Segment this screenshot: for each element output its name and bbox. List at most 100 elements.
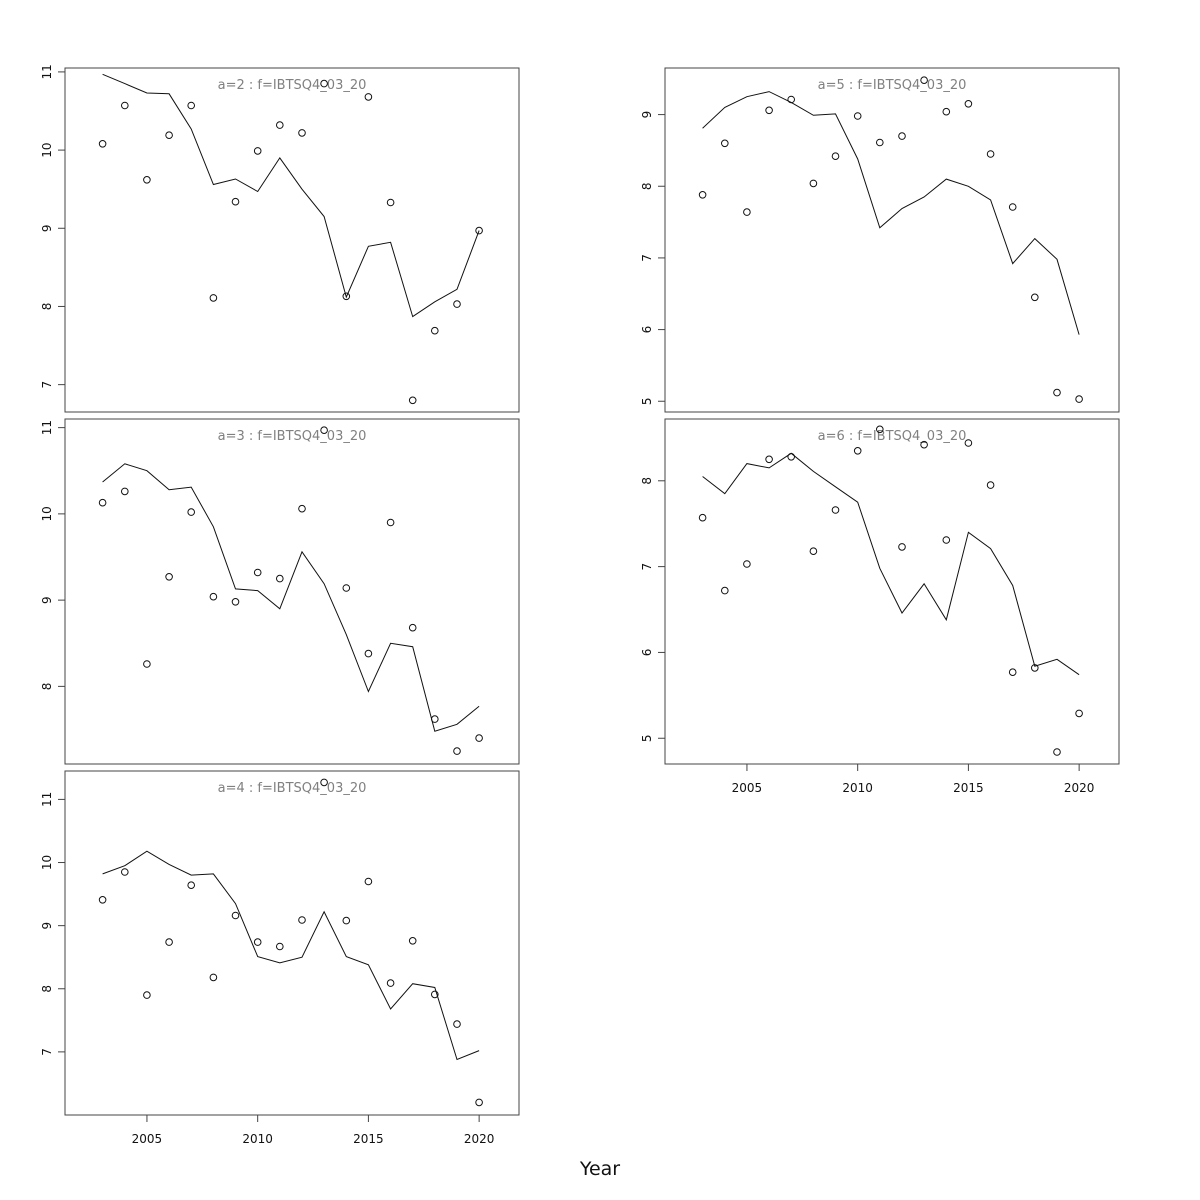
y-tick-label: 7 <box>40 381 54 389</box>
observed-point <box>165 938 173 946</box>
observed-point <box>920 76 928 84</box>
observed-point <box>787 453 796 461</box>
y-tick-label: 9 <box>640 111 654 119</box>
observed-point <box>276 574 284 583</box>
observed-point <box>408 396 417 405</box>
observed-point <box>253 568 262 577</box>
y-tick-label: 7 <box>40 1048 54 1056</box>
y-tick-label: 10 <box>40 142 54 157</box>
observed-point <box>809 547 818 556</box>
fitted-line <box>702 452 1080 676</box>
x-tick-label: 2005 <box>732 781 763 795</box>
observed-point <box>253 147 262 155</box>
observed-point <box>1031 664 1039 672</box>
y-tick-label: 11 <box>40 792 54 807</box>
x-tick-label: 2015 <box>353 1132 384 1146</box>
observed-point <box>831 152 840 160</box>
y-tick-label: 6 <box>640 649 654 657</box>
observed-point <box>320 79 328 88</box>
y-tick-label: 7 <box>640 254 654 262</box>
observed-point <box>1075 709 1083 718</box>
panel-title: a=4 : f=IBTSQ4_03_20 <box>218 781 367 796</box>
observed-point <box>364 649 373 658</box>
observed-point <box>743 560 751 568</box>
observed-point <box>942 107 951 116</box>
observed-point <box>1075 395 1083 403</box>
observed-point <box>475 226 483 235</box>
observed-point <box>386 518 395 527</box>
observed-point <box>364 877 373 886</box>
panel-frame <box>64 67 520 413</box>
observed-point <box>898 543 906 551</box>
observed-point <box>386 979 395 987</box>
observed-point <box>342 292 351 301</box>
observed-point <box>453 300 461 308</box>
observed-point <box>408 623 417 632</box>
y-tick-label: 9 <box>40 224 54 232</box>
observed-point <box>276 942 284 951</box>
observed-point <box>876 425 884 434</box>
observed-point <box>187 101 195 110</box>
observed-point <box>721 139 729 148</box>
observed-point <box>898 132 906 140</box>
observed-point <box>298 916 306 924</box>
y-tick-label: 5 <box>640 397 654 405</box>
observed-point <box>986 150 995 158</box>
chart-panel: 7 8 9 10 11 a=2 : f=IBTSQ4_03_20 <box>40 64 520 413</box>
chart-panel: 8 9 10 11 a=3 : f=IBTSQ4_03_20 <box>40 418 520 765</box>
observed-point <box>98 140 107 148</box>
y-tick-label: 8 <box>40 985 54 993</box>
observed-point <box>920 440 928 449</box>
y-tick-label: 11 <box>40 64 54 79</box>
observed-point <box>876 138 884 147</box>
observed-point <box>986 481 995 489</box>
chart-panel: 5 6 7 8 2005 2010 2015 2020 a=6 : f=IBTSQ4_03_20 <box>640 418 1120 795</box>
x-tick-label: 2010 <box>242 1132 273 1146</box>
observed-point <box>1053 388 1061 397</box>
x-tick-label: 2005 <box>132 1132 163 1146</box>
observed-point <box>143 176 151 184</box>
observed-point <box>187 881 195 890</box>
y-tick-label: 8 <box>40 303 54 311</box>
chart-panel: 7 8 9 10 11 2005 2010 2015 2020 a=4 : f=IBTSQ4_03… <box>40 770 520 1146</box>
y-tick-label: 6 <box>640 326 654 334</box>
observed-point <box>98 896 107 904</box>
observed-point <box>964 439 973 447</box>
observed-point <box>475 734 483 742</box>
observed-point <box>121 487 129 496</box>
y-tick-label: 5 <box>640 734 654 742</box>
observed-point <box>342 584 351 592</box>
observed-point <box>831 506 840 514</box>
fitted-line <box>102 850 480 1061</box>
observed-point <box>765 106 773 115</box>
observed-point <box>121 868 129 876</box>
observed-point <box>1031 293 1039 302</box>
panel-title: a=6 : f=IBTSQ4_03_20 <box>818 429 967 444</box>
panel-frame <box>64 418 520 765</box>
observed-point <box>187 508 195 516</box>
observed-point <box>698 191 707 199</box>
y-tick-label: 10 <box>40 506 54 521</box>
observed-point <box>942 536 951 544</box>
y-tick-label: 9 <box>40 596 54 604</box>
x-tick-label: 2020 <box>1064 781 1095 795</box>
observed-point <box>386 198 395 207</box>
y-tick-label: 8 <box>640 182 654 190</box>
observed-point <box>342 916 351 925</box>
observed-point <box>143 660 151 668</box>
y-tick-label: 8 <box>640 477 654 485</box>
observed-point <box>121 101 129 110</box>
observed-point <box>453 747 461 755</box>
observed-point <box>431 990 439 999</box>
observed-point <box>408 937 417 945</box>
observed-point <box>765 455 773 464</box>
observed-point <box>143 991 151 999</box>
observed-point <box>1053 748 1061 756</box>
observed-point <box>298 504 306 513</box>
panel-frame <box>64 770 520 1116</box>
x-axis-label: Year <box>579 1158 621 1180</box>
y-tick-label: 11 <box>40 420 54 435</box>
observed-point <box>853 447 862 455</box>
observed-point <box>231 911 240 920</box>
